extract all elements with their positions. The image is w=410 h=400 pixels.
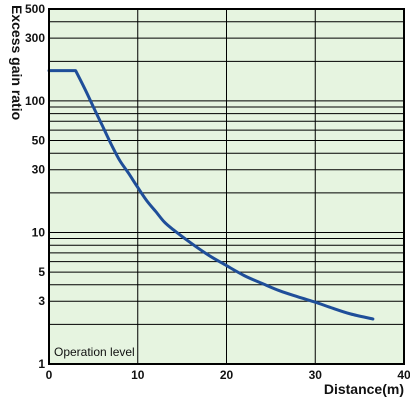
y-tick-label: 100 bbox=[25, 94, 45, 108]
x-tick-labels: 0 10 20 30 40 bbox=[46, 368, 410, 382]
grid-lines bbox=[48, 8, 405, 365]
y-tick-label: 30 bbox=[32, 163, 46, 177]
plot-border bbox=[48, 8, 405, 365]
y-tick-label: 5 bbox=[38, 265, 45, 279]
annotation-operation-level: Operation level bbox=[54, 345, 135, 359]
x-tick-label: 0 bbox=[46, 368, 53, 382]
y-tick-label: 300 bbox=[25, 31, 45, 45]
gain-curve bbox=[47, 69, 375, 321]
y-tick-label: 1 bbox=[38, 357, 45, 371]
x-tick-label: 40 bbox=[397, 368, 410, 382]
x-tick-label: 30 bbox=[309, 368, 323, 382]
y-tick-label: 50 bbox=[32, 134, 46, 148]
x-axis-title: Distance(m) bbox=[324, 381, 404, 397]
y-tick-label: 3 bbox=[38, 294, 45, 308]
y-tick-label: 500 bbox=[25, 2, 45, 16]
y-tick-labels: 1 3 5 10 30 50 100 300 500 bbox=[25, 2, 45, 371]
x-tick-label: 20 bbox=[220, 368, 234, 382]
y-axis-title: Excess gain ratio bbox=[9, 5, 25, 120]
x-tick-label: 10 bbox=[131, 368, 145, 382]
y-tick-label: 10 bbox=[32, 225, 46, 239]
